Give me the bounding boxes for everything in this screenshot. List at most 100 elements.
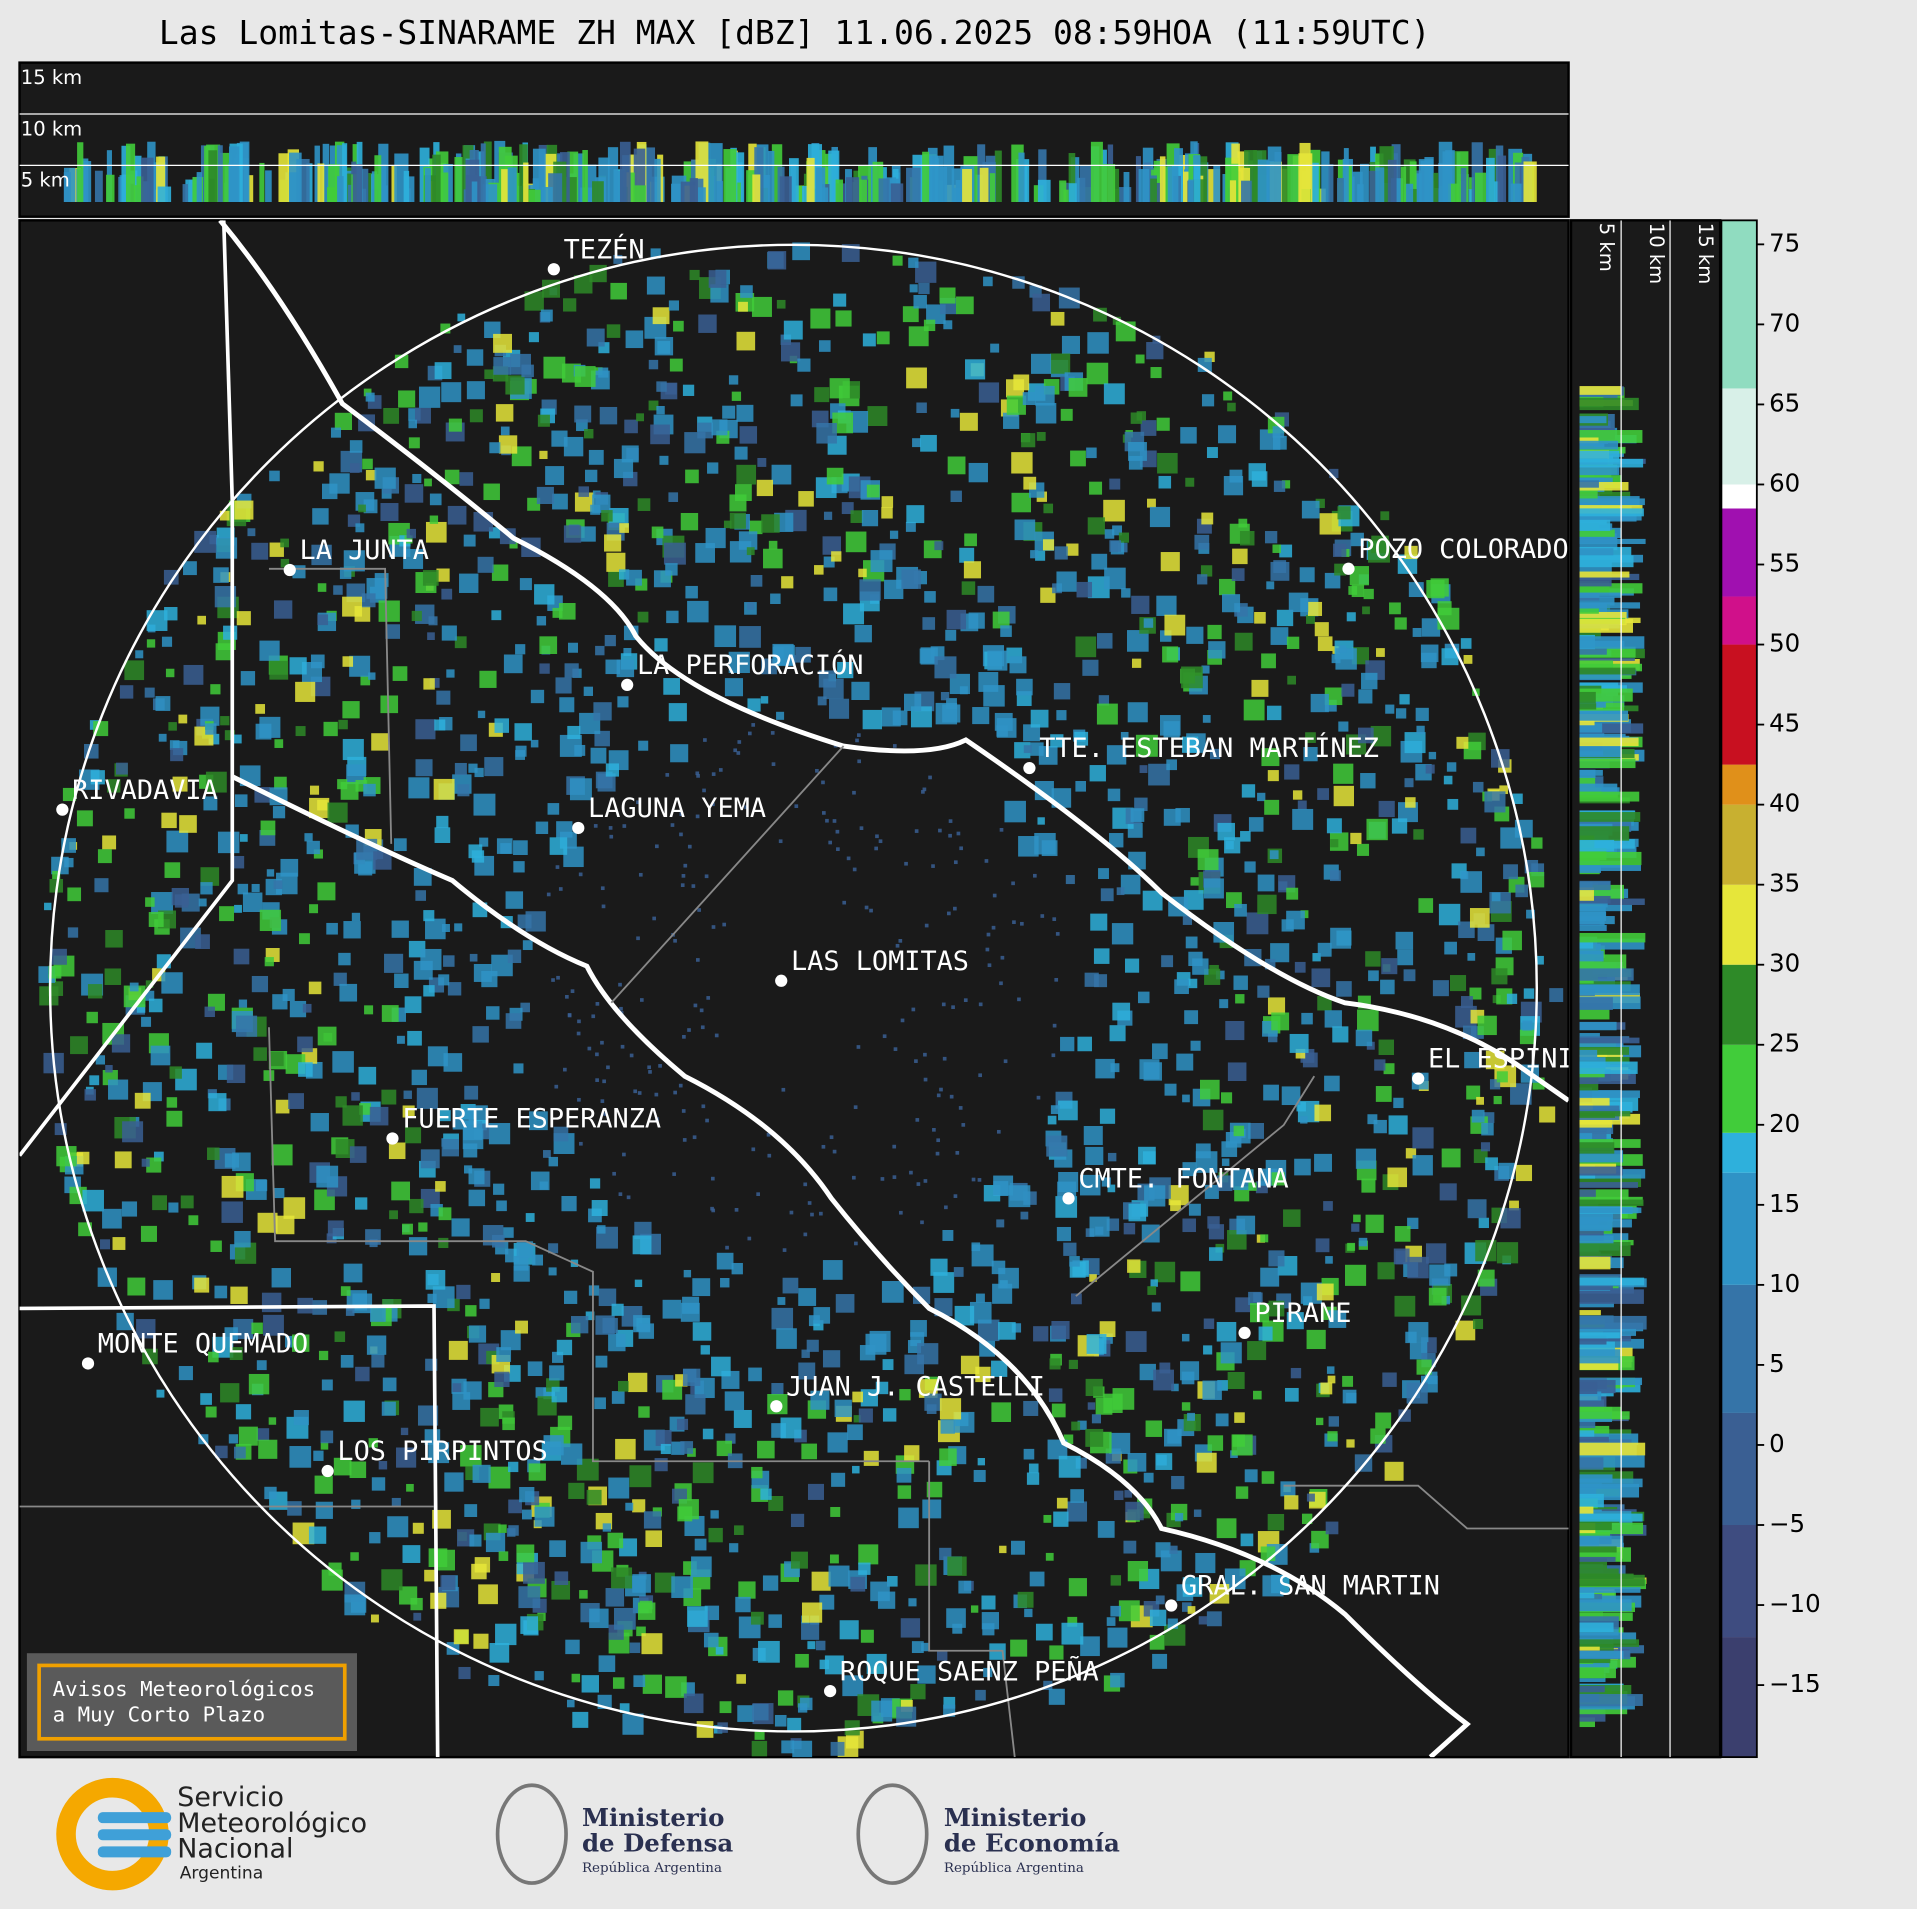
echo	[563, 436, 584, 457]
echo	[767, 1153, 772, 1158]
echo	[781, 342, 801, 362]
echo	[981, 1612, 1000, 1630]
echo	[1579, 1021, 1617, 1031]
echo	[1186, 626, 1204, 644]
echo	[589, 1608, 609, 1629]
echo	[473, 1633, 489, 1649]
echo	[317, 882, 336, 901]
echo	[1428, 1287, 1447, 1306]
echo	[835, 829, 840, 834]
echo	[1380, 511, 1390, 521]
echo	[1040, 914, 1045, 918]
echo	[685, 469, 699, 484]
echo	[1409, 161, 1417, 203]
echo	[1011, 1323, 1022, 1333]
notice-box[interactable]	[26, 1653, 357, 1752]
echo	[1398, 1409, 1411, 1422]
echo	[563, 1067, 567, 1072]
echo	[909, 1170, 913, 1175]
colorbar-tick-label: 20	[1769, 1109, 1800, 1138]
echo	[1416, 1359, 1432, 1375]
echo	[256, 1360, 267, 1371]
echo	[283, 1197, 306, 1219]
echo	[1503, 864, 1518, 880]
echo	[124, 808, 135, 819]
echo	[263, 1314, 284, 1336]
echo	[1229, 469, 1243, 483]
echo	[1164, 1083, 1177, 1096]
echo	[220, 1383, 240, 1403]
echo	[434, 719, 446, 731]
echo	[1011, 492, 1031, 513]
echo	[936, 1093, 941, 1098]
echo	[355, 779, 368, 792]
echo	[1197, 849, 1219, 871]
echo	[858, 568, 867, 578]
echo	[737, 1705, 754, 1722]
echo	[955, 1151, 960, 1155]
echo	[321, 483, 338, 500]
echo	[1164, 614, 1186, 636]
echo	[1579, 776, 1596, 788]
colorbar-band	[1721, 1412, 1757, 1526]
echo	[878, 839, 883, 844]
echo	[67, 887, 82, 902]
echo	[1139, 1059, 1160, 1080]
echo	[1003, 1059, 1008, 1064]
echo	[1356, 843, 1370, 856]
echo	[1306, 614, 1315, 624]
colorbar-band	[1721, 388, 1757, 485]
echo	[1281, 1086, 1301, 1106]
logo-smn: Servicio Meteorológico Nacional Argentin…	[56, 1777, 367, 1891]
echo	[908, 1598, 917, 1607]
colorbar-band	[1721, 1525, 1757, 1638]
echo	[1375, 167, 1385, 203]
echo	[1155, 1453, 1173, 1470]
echo	[797, 1703, 808, 1713]
echo	[555, 677, 572, 694]
echo	[855, 738, 859, 743]
echo	[391, 1497, 401, 1508]
echo	[236, 611, 251, 626]
echo	[1030, 550, 1039, 559]
echo	[580, 526, 596, 542]
echo	[1201, 394, 1215, 407]
echo	[711, 925, 716, 929]
echo	[1343, 148, 1349, 203]
echo	[1131, 595, 1150, 614]
echo	[918, 282, 930, 295]
echo	[1216, 1175, 1233, 1192]
echo	[1579, 984, 1640, 996]
echo	[600, 1040, 604, 1045]
echo	[558, 887, 563, 891]
echo	[1306, 1329, 1326, 1350]
echo	[82, 1189, 104, 1212]
echo	[850, 510, 864, 523]
echo	[344, 1594, 366, 1616]
echo	[860, 1389, 878, 1407]
echo	[1185, 477, 1195, 487]
echo	[852, 790, 856, 795]
echo	[1153, 160, 1161, 203]
echo	[650, 424, 670, 445]
echo	[1502, 930, 1522, 951]
echo	[1216, 1321, 1237, 1342]
echo	[1498, 1162, 1515, 1180]
notice-text: a Muy Corto Plazo	[53, 1703, 266, 1727]
echo	[432, 154, 441, 203]
echo	[1229, 180, 1237, 203]
echo	[1579, 864, 1641, 871]
echo	[136, 176, 144, 203]
echo	[1221, 1141, 1238, 1157]
echo	[1441, 1148, 1461, 1168]
echo	[1471, 142, 1483, 203]
echo	[912, 438, 921, 448]
echo	[699, 1008, 704, 1013]
echo	[408, 437, 420, 449]
echo	[1579, 1302, 1614, 1308]
echo	[1549, 988, 1564, 1003]
echo	[272, 806, 286, 819]
echo	[407, 1030, 422, 1046]
echo	[906, 505, 925, 524]
echo	[747, 731, 752, 736]
